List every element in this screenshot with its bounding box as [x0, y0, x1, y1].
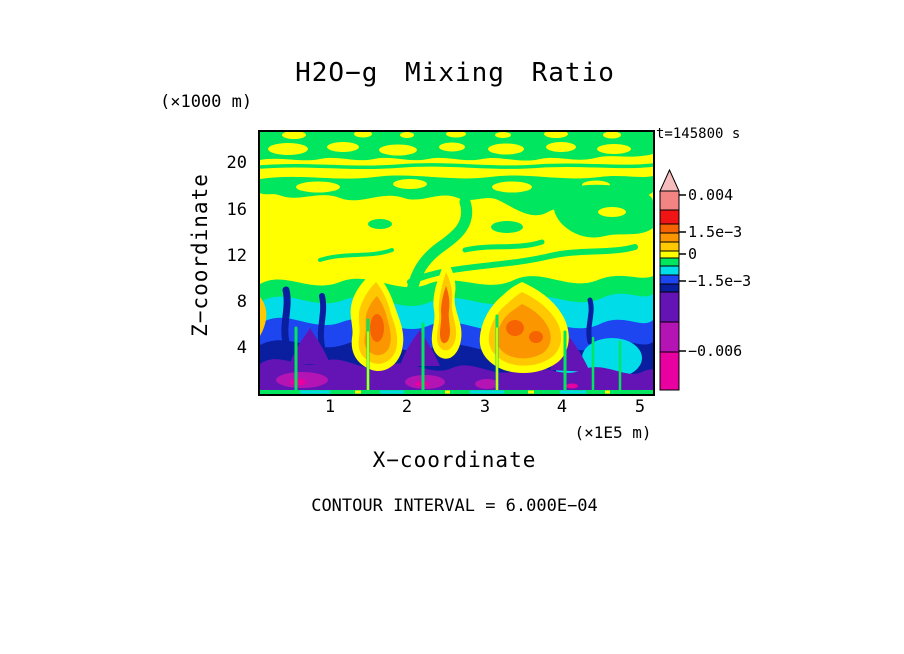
- field-top-yellow-blobs: [282, 132, 621, 139]
- field-magenta-flecks: [290, 378, 578, 389]
- field-left-gold-sliver: [260, 297, 267, 336]
- field-bottom-cyan-dashes: [300, 390, 586, 394]
- x-tick-3: 3: [479, 397, 491, 417]
- x-tick-5: 5: [634, 397, 646, 417]
- y-tick-4: 4: [236, 338, 247, 358]
- x-tick-2: 2: [401, 397, 413, 417]
- y-tick-20: 20: [226, 153, 247, 173]
- colorbar-ticks: [679, 194, 686, 352]
- colorbar-label-1.5e-3: 1.5e−3: [688, 223, 743, 241]
- colorbar-label-0: 0: [688, 245, 698, 263]
- x-tick-4: 4: [556, 397, 568, 417]
- field-violet-mounds: [290, 328, 590, 372]
- x-axis-label: X−coordinate: [372, 448, 537, 472]
- colorbar-label--1.5e-3: −1.5e−3: [688, 272, 752, 290]
- contour-interval-note: CONTOUR INTERVAL = 6.000E−04: [311, 496, 598, 516]
- field-bottom-strip: [260, 390, 653, 394]
- y-tick-8: 8: [236, 292, 247, 312]
- y-axis-unit-label: (×1000 m): [160, 92, 253, 112]
- field-right-yellow-hole: [598, 207, 626, 217]
- field-mid-green-blob-1: [491, 221, 523, 233]
- y-tick-16: 16: [226, 200, 247, 220]
- colorbar-label--0.006: −0.006: [688, 342, 743, 360]
- y-tick-12: 12: [226, 246, 247, 266]
- field-vertical-columns: [294, 314, 622, 392]
- page-title: H2O−g Mixing Ratio: [295, 58, 615, 88]
- field-upper-yellow-blob-row: [268, 142, 631, 156]
- colorbar-arrow-tip: [659, 168, 680, 192]
- colorbar-label-0.004: 0.004: [688, 186, 734, 204]
- field-thin-green-stripe: [260, 163, 653, 170]
- colorbar: [659, 168, 686, 391]
- time-label: t=145800 s: [656, 126, 741, 142]
- x-tick-1: 1: [324, 397, 336, 417]
- field-mid-green-blob-2: [368, 219, 392, 229]
- plot-frame: [258, 130, 655, 396]
- field-violet-layer: [260, 359, 653, 394]
- colorbar-segments: [659, 190, 680, 391]
- contour-field-svg: [260, 132, 653, 394]
- field-band-yellow-holes: [296, 179, 610, 193]
- field-plume-right: [479, 282, 569, 374]
- x-axis-unit-label: (×1E5 m): [574, 423, 652, 442]
- field-plume-center: [431, 258, 462, 359]
- field-bottom-yellow-dashes: [355, 390, 610, 394]
